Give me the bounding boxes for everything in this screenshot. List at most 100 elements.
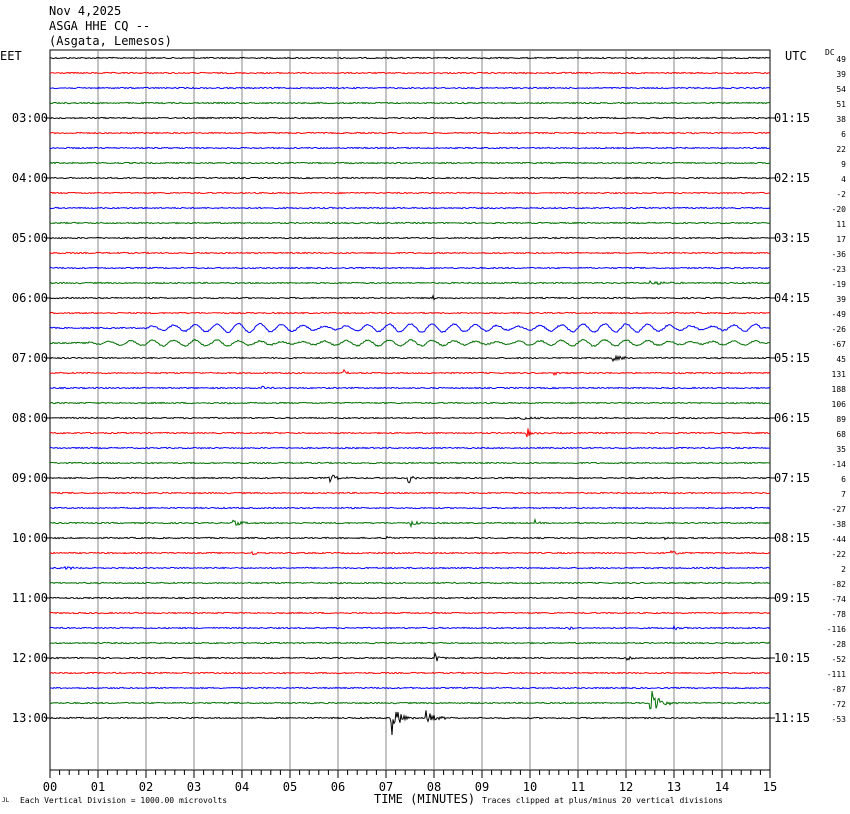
dc-offset-label: 4	[841, 175, 846, 184]
seismic-trace-20	[49, 354, 771, 363]
dc-offset-label: -82	[832, 580, 847, 589]
dc-offset-label: 35	[836, 445, 846, 454]
dc-column-label: DC	[825, 48, 835, 57]
seismic-trace-7	[49, 161, 771, 165]
dc-offset-label: 38	[836, 115, 846, 124]
seismic-trace-21	[49, 368, 771, 376]
x-tick-label: 01	[91, 780, 105, 794]
dc-offset-label: -36	[832, 250, 847, 259]
plot-frame	[49, 49, 771, 771]
dc-offset-label: -111	[827, 670, 846, 679]
seismic-trace-1	[49, 71, 771, 75]
dc-offset-label: -52	[832, 655, 847, 664]
dc-offset-label: 22	[836, 145, 846, 154]
seismic-trace-35	[49, 581, 771, 585]
dc-offset-label: 131	[832, 370, 847, 379]
eet-hour-label: 05:00	[12, 231, 48, 245]
eet-hour-label: 08:00	[12, 411, 48, 425]
utc-hour-label: 09:15	[774, 591, 810, 605]
dc-offset-label: 54	[836, 85, 846, 94]
station-code: ASGA HHE CQ --	[49, 19, 151, 33]
dc-offset-label: 51	[836, 100, 846, 109]
seismic-trace-4	[49, 116, 771, 120]
seismic-trace-40	[49, 651, 771, 662]
seismic-trace-30	[49, 506, 771, 510]
seismic-trace-43	[49, 690, 771, 710]
dc-offset-label: 188	[832, 385, 847, 394]
dc-offset-label: -44	[832, 535, 847, 544]
x-tick-label: 08	[427, 780, 441, 794]
dc-offset-label: -78	[832, 610, 847, 619]
dc-offset-label: -74	[832, 595, 847, 604]
dc-offset-label: 6	[841, 475, 846, 484]
plot-date: Nov 4,2025	[49, 4, 122, 18]
seismic-trace-31	[49, 517, 771, 529]
clipping-note: Traces clipped at plus/minus 20 vertical…	[482, 796, 723, 805]
seismic-trace-5	[49, 131, 771, 135]
seismic-trace-18	[49, 322, 771, 334]
seismic-trace-16	[49, 294, 771, 301]
utc-hour-label: 02:15	[774, 171, 810, 185]
x-tick-label: 13	[667, 780, 681, 794]
corner-mark: JL	[2, 797, 10, 804]
dc-offset-label: 89	[836, 415, 846, 424]
dc-offset-label: 39	[836, 295, 846, 304]
seismic-trace-15	[49, 279, 771, 286]
dc-offset-label: -22	[832, 550, 847, 559]
dc-offset-label: -49	[832, 310, 847, 319]
seismic-trace-27	[49, 461, 771, 465]
eet-hour-label: 07:00	[12, 351, 48, 365]
seismic-trace-29	[49, 491, 771, 495]
seismic-trace-3	[49, 101, 771, 105]
dc-offset-label: -20	[832, 205, 847, 214]
seismic-trace-19	[49, 338, 771, 348]
seismic-trace-23	[49, 401, 771, 405]
x-tick-label: 14	[715, 780, 729, 794]
utc-hour-label: 08:15	[774, 531, 810, 545]
x-tick-label: 05	[283, 780, 297, 794]
dc-offset-label: 6	[841, 130, 846, 139]
utc-hour-label: 03:15	[774, 231, 810, 245]
utc-hour-label: 10:15	[774, 651, 810, 665]
utc-hour-label: 05:15	[774, 351, 810, 365]
utc-hour-label: 11:15	[774, 711, 810, 725]
station-location: (Asgata, Lemesos)	[49, 34, 172, 48]
x-tick-label: 04	[235, 780, 249, 794]
eet-axis-label: EET	[0, 49, 22, 63]
seismic-trace-0	[49, 56, 771, 60]
seismic-trace-25	[49, 428, 771, 438]
x-tick-label: 12	[619, 780, 633, 794]
x-tick-label: 09	[475, 780, 489, 794]
eet-hour-label: 12:00	[12, 651, 48, 665]
vertical-division-note: Each Vertical Division = 1000.00 microvo…	[20, 796, 228, 805]
seismic-trace-24	[49, 416, 771, 421]
dc-offset-label: -28	[832, 640, 847, 649]
seismic-trace-34	[49, 565, 771, 571]
dc-offset-label: 17	[836, 235, 846, 244]
utc-axis-label: UTC	[785, 49, 807, 63]
dc-offset-label: -72	[832, 700, 847, 709]
seismic-trace-39	[49, 641, 771, 645]
seismic-trace-14	[49, 266, 771, 270]
eet-hour-label: 09:00	[12, 471, 48, 485]
dc-offset-label: -27	[832, 505, 847, 514]
seismic-trace-26	[49, 446, 771, 450]
seismic-trace-6	[49, 146, 771, 150]
seismic-trace-17	[49, 311, 771, 315]
seismic-trace-44	[49, 710, 771, 735]
x-tick-label: 02	[139, 780, 153, 794]
dc-offset-label: 9	[841, 160, 846, 169]
utc-hour-label: 04:15	[774, 291, 810, 305]
x-tick-label: 06	[331, 780, 345, 794]
dc-offset-label: -87	[832, 685, 847, 694]
x-tick-label: 07	[379, 780, 393, 794]
dc-offset-label: -14	[832, 460, 847, 469]
seismic-trace-9	[49, 191, 771, 195]
dc-offset-label: 49	[836, 55, 846, 64]
dc-offset-label: -116	[827, 625, 846, 634]
seismic-trace-42	[49, 686, 771, 690]
dc-offset-label: -19	[832, 280, 847, 289]
seismic-trace-41	[49, 671, 771, 675]
utc-hour-label: 07:15	[774, 471, 810, 485]
dc-offset-label: 45	[836, 355, 846, 364]
